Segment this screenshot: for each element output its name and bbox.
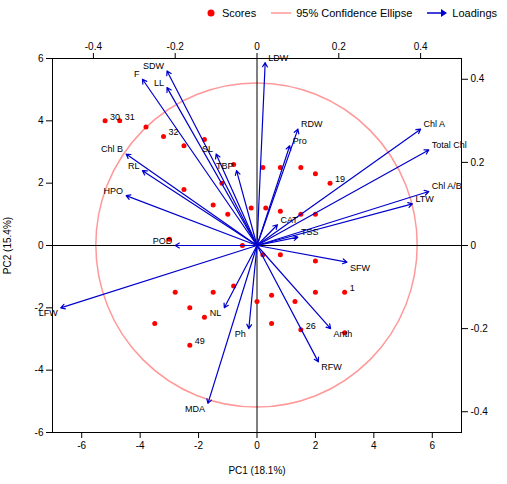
svg-text:26: 26 [306, 321, 316, 331]
svg-text:RL: RL [128, 161, 140, 171]
svg-text:HPO: HPO [104, 186, 124, 196]
html-text:Loadings: Loadings [452, 7, 497, 19]
svg-text:-0.2: -0.2 [471, 323, 489, 334]
svg-text:NL: NL [210, 308, 222, 318]
svg-text:1: 1 [350, 283, 355, 293]
svg-text:Chl B: Chl B [101, 144, 123, 154]
svg-text:0: 0 [254, 440, 260, 451]
svg-text:SL: SL [202, 144, 213, 154]
svg-text:RFW: RFW [321, 362, 342, 372]
svg-text:RDW: RDW [301, 119, 323, 129]
svg-text:4: 4 [38, 115, 44, 126]
svg-text:2: 2 [38, 177, 44, 188]
svg-text:6: 6 [430, 440, 436, 451]
svg-text:0: 0 [471, 240, 477, 251]
svg-text:4: 4 [371, 440, 377, 451]
svg-text:TSS: TSS [301, 227, 319, 237]
svg-text:0.2: 0.2 [471, 157, 485, 168]
svg-text:SFW: SFW [350, 263, 371, 273]
svg-text:LDW: LDW [268, 53, 289, 63]
svg-text:2: 2 [313, 440, 319, 451]
svg-text:32: 32 [169, 127, 179, 137]
svg-text:0.2: 0.2 [332, 41, 346, 52]
svg-text:0: 0 [254, 41, 260, 52]
svg-text:Chl A/B: Chl A/B [432, 181, 462, 191]
svg-text:TBP: TBP [216, 161, 234, 171]
svg-text:-4: -4 [136, 440, 145, 451]
svg-text:LFW: LFW [39, 308, 59, 318]
svg-text:Total Chl: Total Chl [432, 140, 467, 150]
svg-text:-4: -4 [35, 364, 44, 375]
html-text:95% Confidence Ellipse: 95% Confidence Ellipse [296, 7, 413, 19]
svg-text:31: 31 [125, 112, 135, 122]
svg-text:30: 30 [110, 112, 120, 122]
svg-text:Pro: Pro [293, 136, 307, 146]
svg-text:LTW: LTW [415, 194, 434, 204]
svg-text:-6: -6 [77, 440, 86, 451]
svg-text:Anth: Anth [334, 329, 353, 339]
svg-text:49: 49 [195, 336, 205, 346]
svg-text:19: 19 [335, 174, 345, 184]
svg-text:-0.4: -0.4 [85, 41, 103, 52]
svg-text:F: F [134, 69, 140, 79]
svg-text:6: 6 [38, 53, 44, 64]
svg-text:LL: LL [154, 78, 164, 88]
svg-text:0.4: 0.4 [414, 41, 428, 52]
svg-text:-0.2: -0.2 [167, 41, 185, 52]
svg-text:PC2 (15.4%): PC2 (15.4%) [2, 217, 13, 274]
svg-text:MDA: MDA [185, 404, 205, 414]
svg-text:PC1 (18.1%): PC1 (18.1%) [228, 465, 285, 476]
svg-text:0.4: 0.4 [471, 73, 485, 84]
svg-text:CAT: CAT [280, 215, 298, 225]
svg-text:POD: POD [153, 236, 173, 246]
svg-text:-2: -2 [35, 302, 44, 313]
svg-text:SDW: SDW [143, 61, 165, 71]
svg-text:-2: -2 [194, 440, 203, 451]
svg-text:-6: -6 [35, 427, 44, 438]
svg-text:-0.4: -0.4 [471, 406, 489, 417]
svg-text:0: 0 [38, 240, 44, 251]
html-text:Scores: Scores [221, 7, 257, 19]
svg-text:Chl A: Chl A [424, 119, 446, 129]
svg-text:Ph: Ph [235, 329, 246, 339]
